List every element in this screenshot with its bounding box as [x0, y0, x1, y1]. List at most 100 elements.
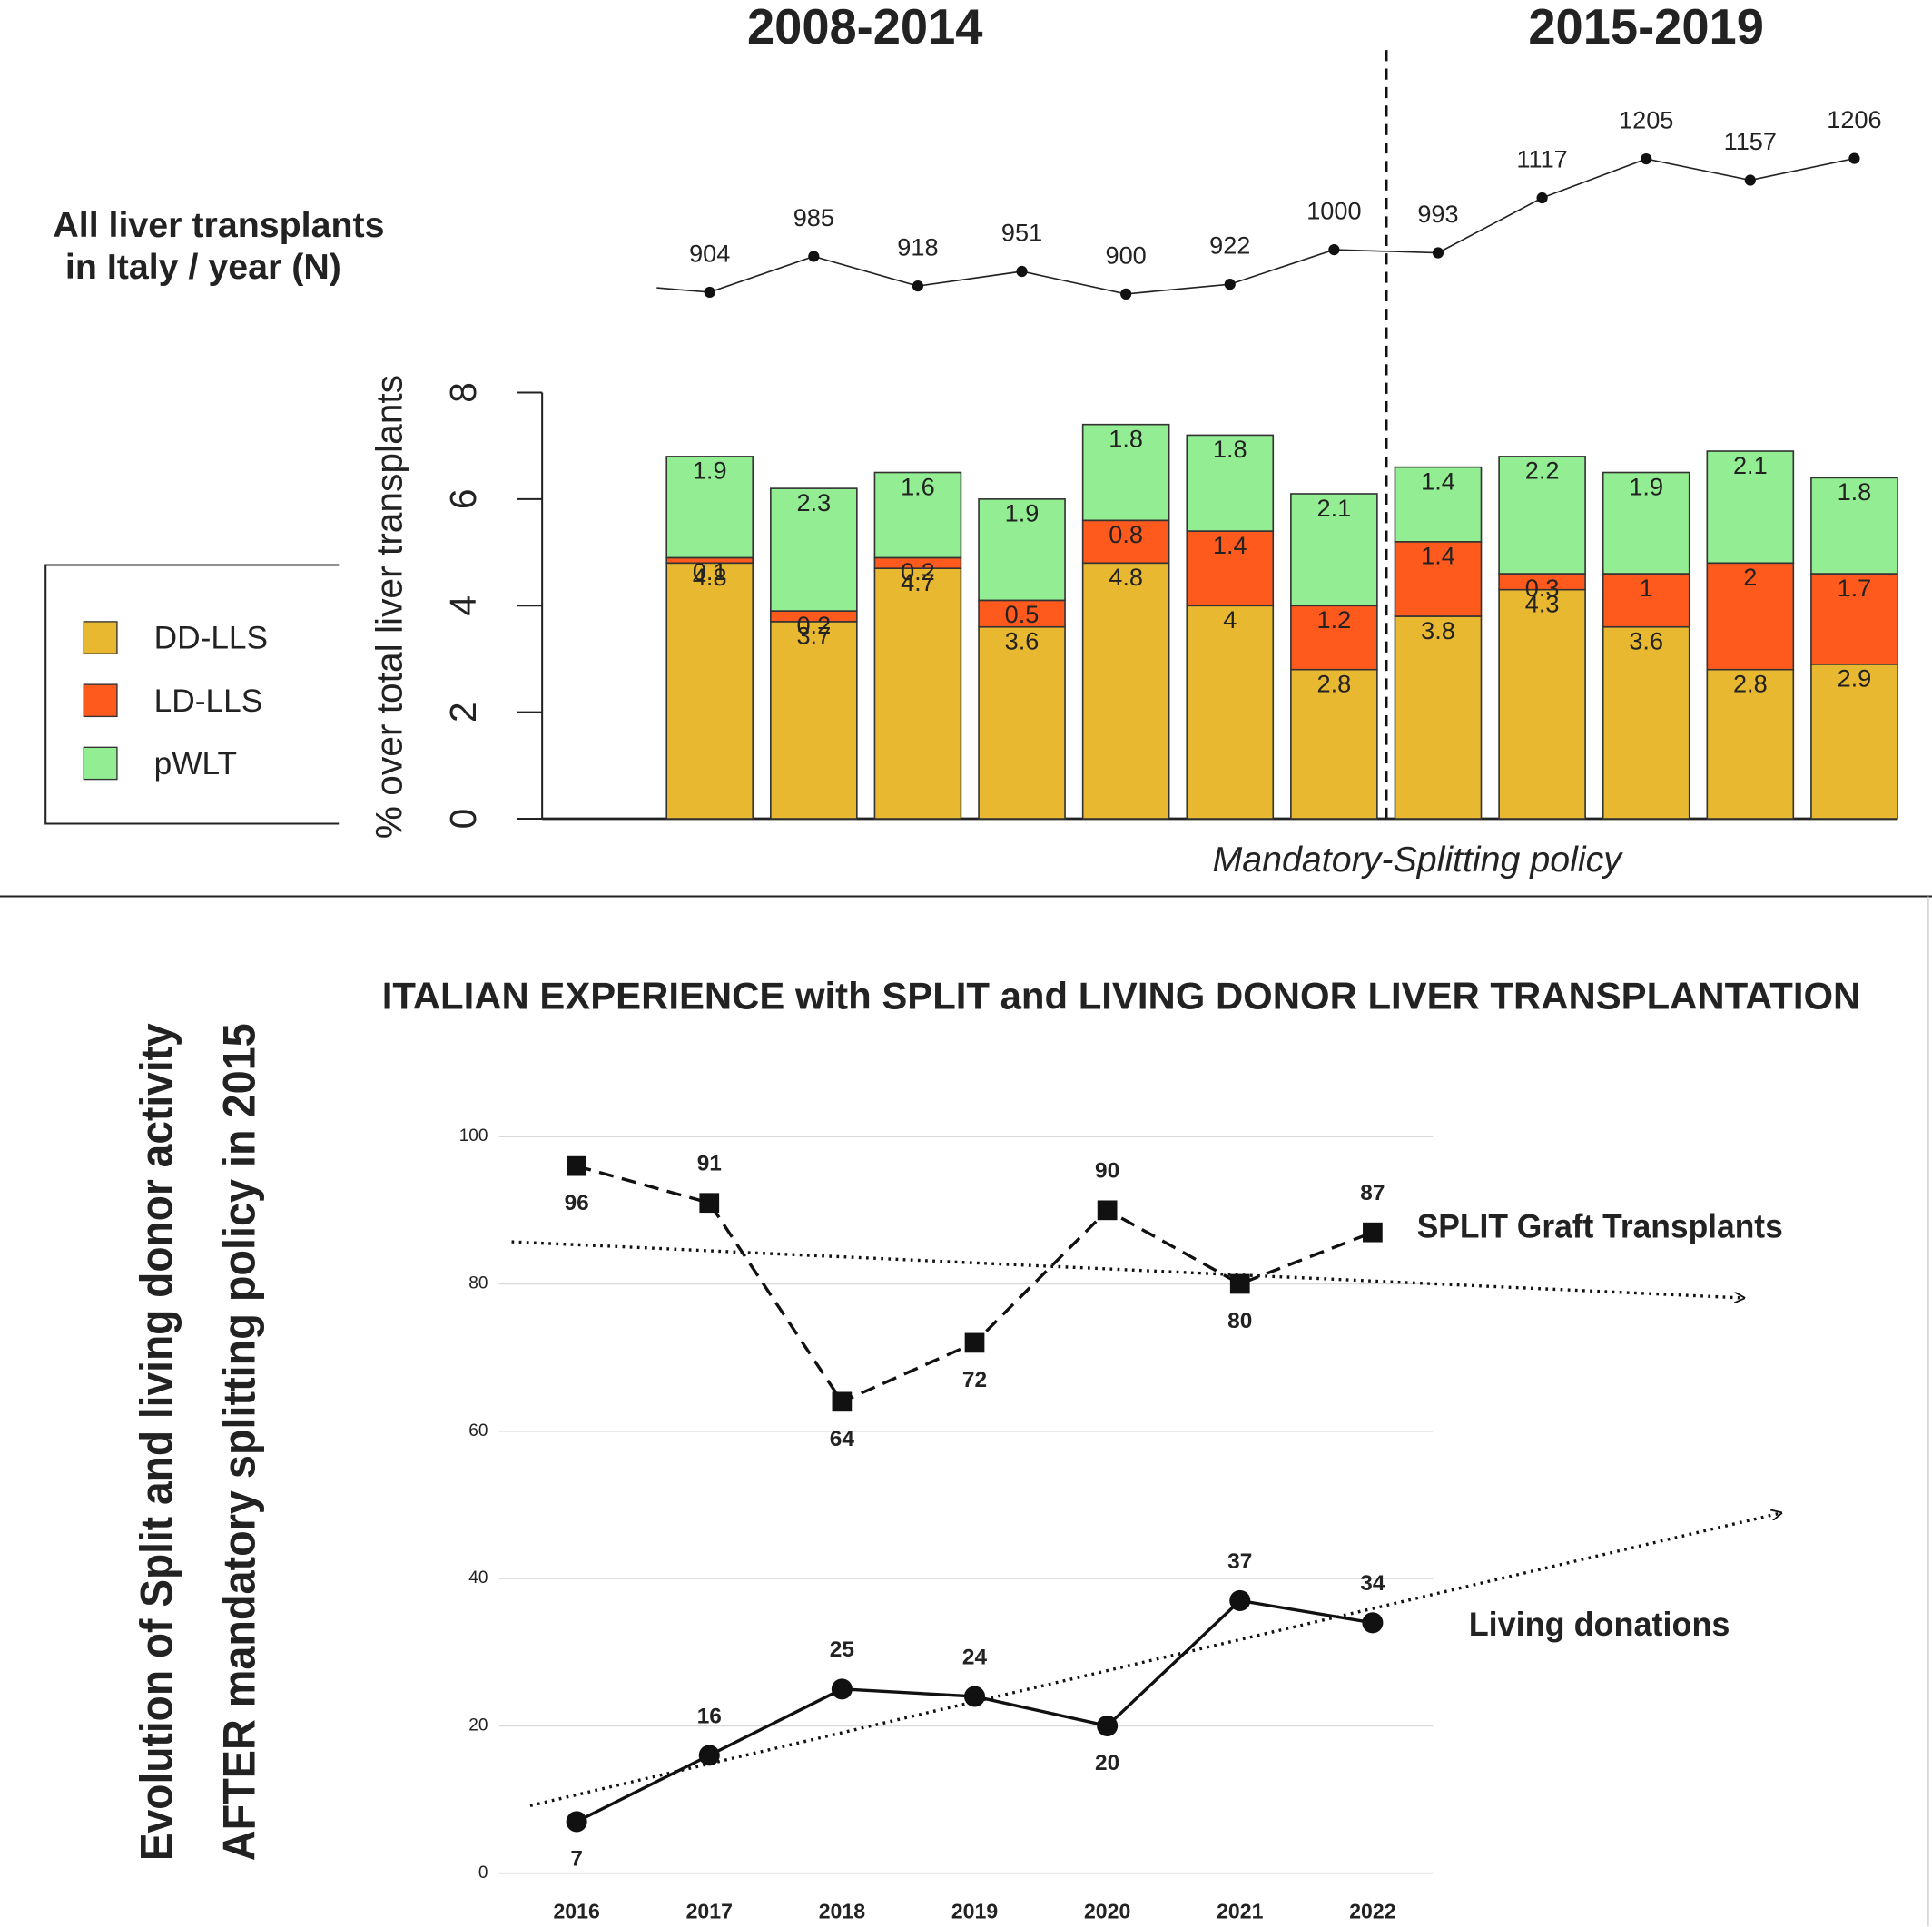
totals-point [1744, 174, 1756, 186]
point [566, 1811, 587, 1833]
bar-segment [1186, 434, 1275, 532]
data-label: 1.8 [1109, 424, 1143, 452]
trendline [511, 1240, 1744, 1298]
y-tick-label: 8 [442, 382, 484, 403]
period-label: 2015-2019 [1528, 0, 1764, 54]
trendline [529, 1513, 1781, 1807]
bar-segment [1498, 456, 1586, 575]
legend-label: pWLT [154, 746, 237, 782]
data-label: 1.8 [1213, 435, 1247, 463]
totals-label: 922 [1209, 231, 1250, 260]
x-tick-label: 2017 [686, 1899, 733, 1922]
bar-segment [1394, 541, 1483, 617]
totals-label: 904 [689, 239, 730, 267]
data-label: 3.8 [1421, 616, 1455, 644]
y-tick-label: 0 [478, 1863, 488, 1883]
data-label: 2 [1743, 563, 1757, 591]
data-label: 3.7 [796, 622, 831, 650]
totals-label: 918 [897, 233, 938, 261]
data-label: 0.8 [1109, 520, 1143, 548]
y-axis-label: AFTER mandatory splitting policy in 2015 [214, 1023, 265, 1861]
data-label: 1.2 [1317, 605, 1352, 634]
x-tick-label: 2022 [1349, 1899, 1395, 1922]
data-label: 1.8 [1838, 477, 1872, 506]
bar-segment [1394, 615, 1483, 820]
data-label: 1 [1640, 574, 1653, 602]
legend-swatch [83, 683, 118, 718]
data-label: 0.3 [1525, 574, 1560, 602]
totals-point [1848, 152, 1860, 164]
totals-point [1224, 279, 1236, 290]
totals-point [1432, 247, 1444, 259]
data-label: 34 [1360, 1571, 1385, 1596]
bar-segment [978, 599, 1066, 628]
bar-segment [873, 471, 962, 559]
point [1362, 1612, 1384, 1634]
data-label: 0.2 [796, 611, 831, 639]
point [1097, 1715, 1119, 1736]
point [699, 1193, 720, 1214]
data-label: 2.9 [1838, 664, 1872, 693]
bar-segment [978, 498, 1066, 602]
bar-segment [665, 456, 754, 559]
y-axis-label: % over total liver transplants [368, 375, 409, 839]
data-label: 16 [697, 1704, 722, 1728]
totals-label: 1000 [1306, 197, 1361, 225]
y-tick-label: 100 [459, 1126, 488, 1145]
data-label: 80 [1227, 1309, 1252, 1333]
totals-point [808, 251, 820, 262]
data-label: 2.8 [1317, 670, 1352, 698]
data-label: 7 [570, 1846, 583, 1871]
bar-segment [1394, 466, 1483, 543]
data-label: 4.8 [693, 563, 727, 591]
data-label: 1.7 [1838, 574, 1872, 602]
bar-segment [1081, 423, 1170, 522]
totals-label: 900 [1106, 241, 1147, 269]
data-label: 0.2 [901, 557, 935, 585]
point [964, 1332, 985, 1353]
bar-segment [770, 621, 858, 820]
y-tick-label: 60 [468, 1421, 488, 1440]
totals-label: 1157 [1724, 127, 1777, 155]
y-tick-label: 2 [442, 702, 484, 723]
data-label: 90 [1095, 1159, 1119, 1184]
bar-segment [1810, 477, 1898, 575]
data-label: 2.2 [1525, 457, 1560, 485]
line-label: All liver transplants [53, 205, 384, 245]
bar-segment [1706, 562, 1795, 671]
bar-segment [1810, 573, 1898, 665]
data-label: 4.3 [1525, 589, 1560, 617]
y-tick-label: 20 [468, 1716, 488, 1735]
bar-segment [1602, 573, 1690, 628]
data-label: 3.6 [1629, 627, 1663, 655]
y-tick-label: 80 [468, 1274, 488, 1293]
data-label: 1.4 [1421, 467, 1455, 495]
x-tick-label: 2016 [553, 1899, 599, 1922]
data-label: 1.4 [1421, 542, 1455, 570]
point [831, 1678, 853, 1700]
bar-segment [873, 567, 962, 820]
data-label: 1.9 [1005, 499, 1040, 527]
bar-segment [1706, 668, 1795, 820]
bar-segment [1498, 588, 1586, 820]
point [1229, 1589, 1251, 1612]
data-label: 87 [1360, 1181, 1385, 1205]
bar-segment [978, 625, 1066, 820]
totals-point [1641, 152, 1652, 165]
legend-box [44, 564, 340, 825]
data-label: 1.4 [1213, 531, 1247, 559]
totals-point [912, 280, 924, 292]
data-label: 1.9 [693, 457, 727, 485]
data-label: 2.1 [1733, 451, 1768, 479]
legend-label: LD-LLS [154, 683, 263, 719]
data-label: 64 [830, 1427, 855, 1451]
totals-label: 1206 [1827, 105, 1881, 133]
y-tick-label: 0 [442, 809, 484, 830]
data-label: 20 [1095, 1751, 1119, 1775]
period-label: 2008-2014 [747, 0, 983, 54]
data-label: 2.8 [1733, 670, 1768, 698]
x-tick-label: 2020 [1084, 1899, 1130, 1922]
data-label: 0.1 [693, 557, 727, 585]
data-label: 4.7 [901, 568, 935, 596]
y-axis-label: Evolution of Split and living donor acti… [132, 1023, 182, 1861]
